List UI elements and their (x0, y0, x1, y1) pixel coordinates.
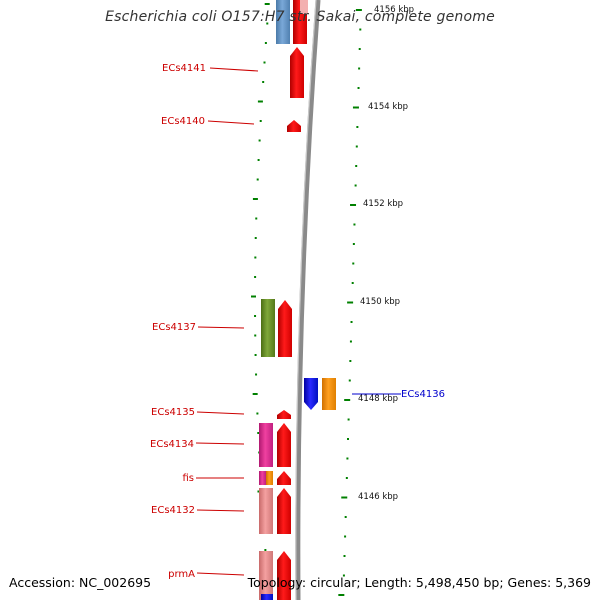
gene-feature-ecs4136-orange[interactable] (322, 378, 336, 410)
gene-feature-ecs4132-salmon[interactable] (259, 488, 273, 534)
gene-label-ecs4136[interactable]: ECs4136 (401, 389, 445, 400)
gene-feature-ecs4134-red[interactable] (277, 423, 291, 467)
scale-label-4152: 4152 kbp (363, 199, 403, 209)
accession-text: Accession: NC_002695 (9, 575, 152, 590)
genome-backbone-highlight (295, 0, 317, 600)
gene-label-ecs4141[interactable]: ECs4141 (162, 63, 206, 74)
scale-label-4154: 4154 kbp (368, 102, 408, 112)
gene-feature-ecs4137-green[interactable] (261, 299, 275, 357)
gene-feature-ecs4132-red[interactable] (277, 488, 291, 534)
gene-label-ecs4140[interactable]: ECs4140 (161, 116, 205, 127)
topology-summary: Topology: circular; Length: 5,498,450 bp… (247, 575, 591, 590)
gene-feature-prma-red[interactable] (277, 551, 291, 600)
gene-label-ecs4135[interactable]: ECs4135 (151, 407, 195, 418)
gene-feature-ecs4134-pink[interactable] (259, 423, 273, 467)
gene-feature-ecs4136-blue[interactable] (304, 378, 318, 410)
gene-feature-fis-orange[interactable] (266, 471, 273, 485)
gene-label-ecs4137[interactable]: ECs4137 (152, 322, 196, 333)
gene-label-fis[interactable]: fis (182, 473, 194, 484)
label-leader-lines (195, 67, 259, 576)
scale-label-4150: 4150 kbp (360, 297, 400, 307)
scale-label-4146: 4146 kbp (358, 492, 398, 502)
gene-label-ecs4132[interactable]: ECs4132 (151, 505, 195, 516)
gene-feature-ecs4140[interactable] (287, 120, 301, 132)
gene-label-prma[interactable]: prmA (168, 569, 195, 580)
gene-feature-steel-top[interactable] (276, 0, 290, 44)
genome-backbone (295, 0, 321, 600)
gene-feature-bottom-blue[interactable] (261, 594, 273, 600)
scale-label-4156: 4156 kbp (374, 5, 414, 15)
gene-feature-prma-salmon[interactable] (259, 551, 273, 600)
scale-label-4148: 4148 kbp (358, 394, 398, 404)
genome-title: Escherichia coli O157:H7 str. Sakai, com… (105, 9, 495, 25)
gene-feature-ecs4135[interactable] (277, 410, 291, 419)
outer-tick-marks (338, 9, 362, 596)
gene-feature-pink-top[interactable] (300, 0, 308, 14)
gene-feature-fis-pink[interactable] (259, 471, 266, 485)
gene-feature-ecs4141[interactable] (290, 47, 304, 98)
gene-label-ecs4134[interactable]: ECs4134 (150, 439, 194, 450)
gene-feature-ecs4137-red[interactable] (278, 300, 292, 357)
gene-feature-fis-red[interactable] (277, 471, 291, 485)
